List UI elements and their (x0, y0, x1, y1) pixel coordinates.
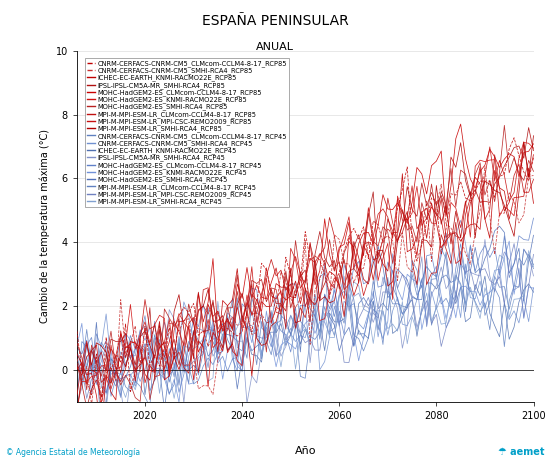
Text: ESPAÑA PENINSULAR: ESPAÑA PENINSULAR (202, 14, 348, 28)
Text: ANUAL: ANUAL (256, 42, 294, 52)
Y-axis label: Cambio de la temperatura máxima (°C): Cambio de la temperatura máxima (°C) (40, 129, 50, 323)
Legend: CNRM-CERFACS-CNRM-CM5_CLMcom-CCLM4-8-17_RCP85, CNRM-CERFACS-CNRM-CM5_SMHI-RCA4_R: CNRM-CERFACS-CNRM-CM5_CLMcom-CCLM4-8-17_… (85, 58, 289, 207)
X-axis label: Año: Año (294, 446, 316, 456)
Text: © Agencia Estatal de Meteorología: © Agencia Estatal de Meteorología (6, 449, 140, 457)
Text: ☂︎ aemet: ☂︎ aemet (498, 447, 544, 457)
